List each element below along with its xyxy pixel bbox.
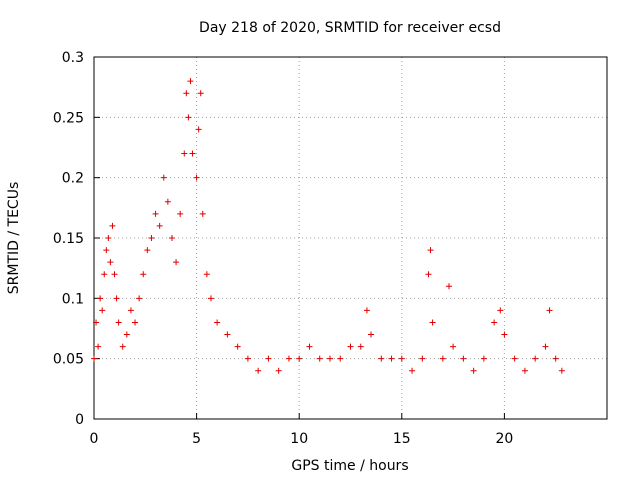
data-point (183, 90, 190, 97)
data-point (511, 355, 518, 362)
data-point (136, 295, 143, 302)
data-point (326, 355, 333, 362)
data-point (316, 355, 323, 362)
x-tick-label: 10 (290, 431, 308, 447)
data-point (105, 235, 112, 241)
data-point (546, 307, 553, 314)
data-point (501, 331, 508, 338)
x-tick-label: 5 (192, 431, 201, 447)
data-point (160, 174, 167, 181)
data-point (450, 343, 457, 350)
x-axis-label: GPS time / hours (291, 458, 408, 474)
data-point (119, 343, 126, 350)
data-point (185, 114, 192, 121)
data-point (195, 126, 202, 133)
data-point (552, 355, 559, 362)
data-point (123, 331, 130, 338)
y-tick-label: 0.2 (62, 171, 84, 187)
data-point (144, 247, 151, 254)
data-point (378, 355, 385, 362)
data-point (197, 90, 204, 97)
x-tick-label: 15 (393, 431, 411, 447)
data-point (255, 367, 262, 374)
data-point (409, 367, 416, 374)
data-point (187, 78, 194, 85)
data-point (558, 367, 565, 374)
data-point (224, 331, 231, 338)
data-point (101, 271, 108, 278)
data-point (109, 222, 116, 229)
data-point (542, 343, 549, 350)
data-point (113, 295, 120, 302)
x-tick-label: 0 (90, 431, 99, 447)
y-tick-label: 0.05 (53, 352, 84, 368)
data-point (152, 210, 159, 217)
data-point (439, 355, 446, 362)
data-point (363, 307, 370, 314)
data-point (173, 259, 180, 266)
y-tick-label: 0 (75, 412, 84, 428)
data-point (445, 283, 452, 290)
data-point (177, 210, 184, 217)
data-point (193, 174, 200, 181)
data-point (127, 307, 134, 314)
data-point (285, 355, 292, 362)
data-point (148, 235, 155, 241)
data-point (244, 355, 251, 362)
data-point (425, 271, 432, 278)
data-point (203, 271, 210, 278)
data-point (181, 150, 188, 157)
data-point (99, 307, 106, 314)
data-point (368, 331, 375, 338)
data-point (491, 319, 498, 326)
data-point (91, 355, 97, 362)
y-tick-label: 0.15 (53, 231, 84, 247)
data-point (357, 343, 364, 350)
data-point (140, 271, 147, 278)
data-point (115, 319, 122, 326)
data-point (132, 319, 139, 326)
data-point (214, 319, 221, 326)
data-point (234, 343, 241, 350)
data-point (347, 343, 354, 350)
data-point (95, 343, 102, 350)
data-point (275, 367, 282, 374)
grid-lines (94, 57, 607, 419)
data-point (337, 355, 344, 362)
data-point (189, 150, 196, 157)
chart-title: Day 218 of 2020, SRMTID for receiver ecs… (199, 20, 501, 36)
data-point (470, 367, 477, 374)
data-point (419, 355, 426, 362)
data-point (199, 210, 206, 217)
data-point (156, 222, 163, 229)
data-point (388, 355, 395, 362)
data-point (296, 355, 303, 362)
data-point (532, 355, 539, 362)
data-point (429, 319, 436, 326)
data-point (164, 198, 171, 205)
axis-ticks: 0 5 10 15 20 0 0.05 0.1 0.15 0.2 0.25 0.3 (53, 50, 513, 447)
data-point (460, 355, 467, 362)
data-point (107, 259, 114, 266)
data-points (91, 78, 565, 374)
x-tick-label: 20 (495, 431, 513, 447)
data-point (497, 307, 504, 314)
data-point (207, 295, 214, 302)
data-point (521, 367, 528, 374)
y-tick-label: 0.3 (62, 50, 84, 66)
data-point (168, 235, 175, 241)
data-point (480, 355, 487, 362)
y-tick-label: 0.1 (62, 291, 84, 307)
data-point (306, 343, 313, 350)
data-point (427, 247, 434, 254)
data-point (103, 247, 110, 254)
data-point (398, 355, 405, 362)
data-point (97, 295, 104, 302)
data-point (93, 319, 100, 326)
data-point (265, 355, 272, 362)
y-tick-label: 0.25 (53, 110, 84, 126)
data-point (111, 271, 118, 278)
y-axis-label: SRMTID / TECUs (6, 182, 22, 295)
